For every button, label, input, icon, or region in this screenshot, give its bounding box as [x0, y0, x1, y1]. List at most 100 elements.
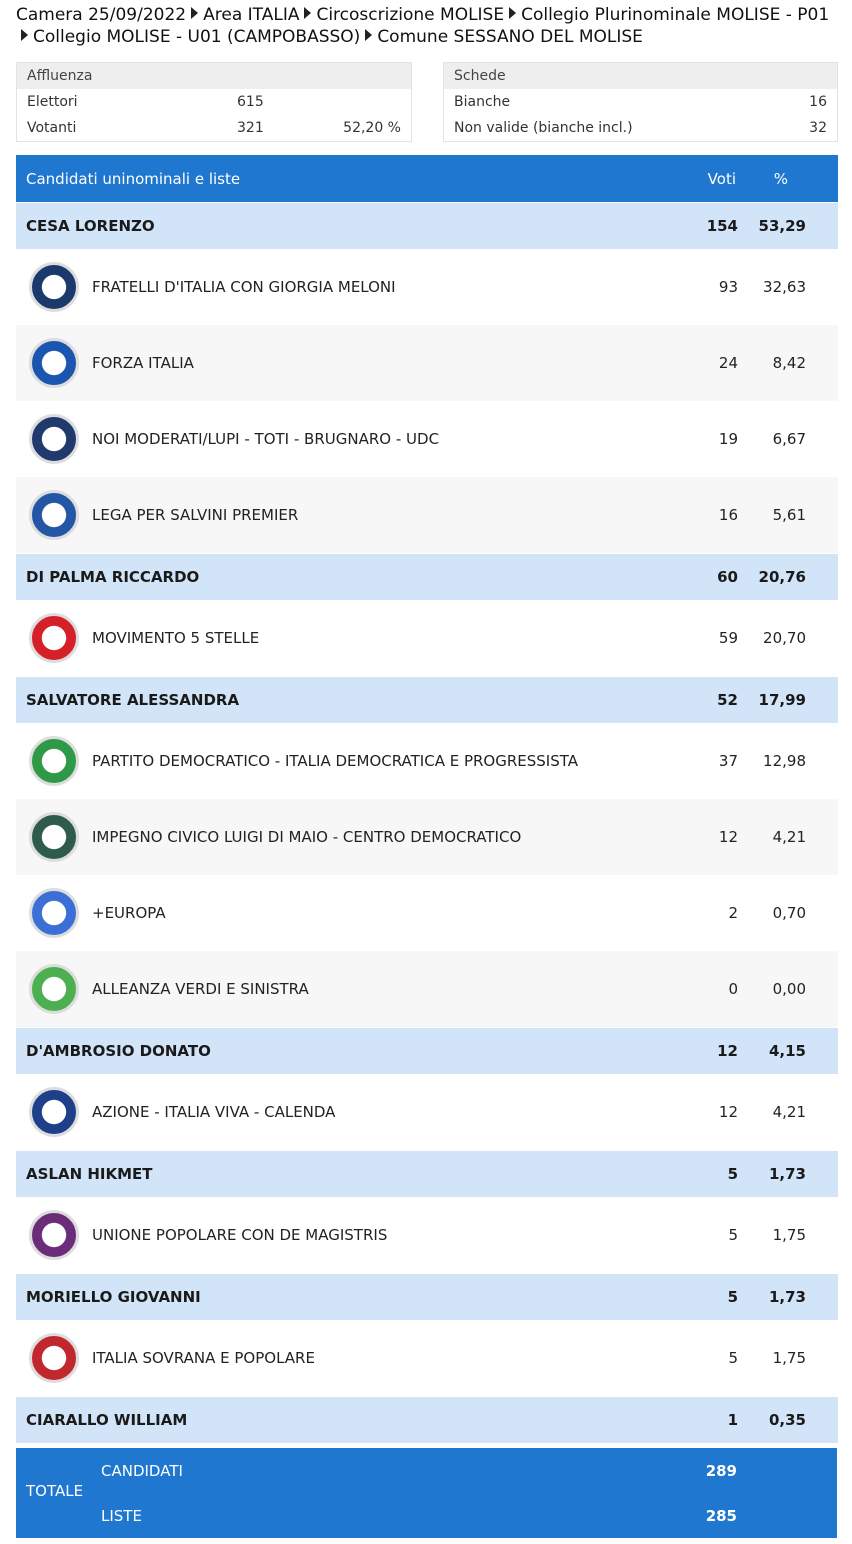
list-pct: 1,75 — [772, 1226, 806, 1244]
list-row: LEGA PER SALVINI PREMIER 16 5,61 — [16, 477, 838, 553]
list-votes: 16 — [718, 506, 738, 524]
header-pct: % — [773, 169, 788, 188]
list-votes: 5 — [728, 1226, 738, 1244]
breadcrumb-separator — [191, 7, 199, 19]
list-logo — [29, 338, 79, 388]
schede-box: Schede Bianche 16 Non valide (bianche incl.… — [443, 62, 838, 142]
box-label: Non valide (bianche incl.) — [454, 120, 633, 136]
list-name: NOI MODERATI/LUPI - TOTI - BRUGNARO - UD… — [92, 430, 440, 448]
list-row: ITALIA SOVRANA E POPOLARE 5 1,75 — [16, 1320, 838, 1396]
list-pct: 1,75 — [772, 1349, 806, 1367]
breadcrumb-separator — [365, 29, 373, 41]
table-header: Candidati uninominali e liste Voti% — [16, 155, 838, 202]
header-votes: Voti — [707, 169, 736, 188]
list-logo — [29, 262, 79, 312]
list-logo — [29, 490, 79, 540]
box-row: Votanti 321 52,20 % — [17, 115, 411, 141]
list-logo — [29, 414, 79, 464]
candidate-votes: 5 — [727, 1165, 738, 1183]
candidate-row: CESA LORENZO 154 53,29 — [16, 203, 838, 249]
box-value: 32 — [809, 120, 827, 136]
breadcrumb-separator — [304, 7, 312, 19]
candidate-votes: 5 — [727, 1288, 738, 1306]
candidate-pct: 20,76 — [758, 568, 806, 586]
candidate-row: MORIELLO GIOVANNI 5 1,73 — [16, 1274, 838, 1320]
list-votes: 59 — [718, 629, 738, 647]
list-row: IMPEGNO CIVICO LUIGI DI MAIO - CENTRO DE… — [16, 799, 838, 875]
list-logo — [29, 888, 79, 938]
breadcrumb: Camera 25/09/2022 Area ITALIA Circoscrizio… — [16, 4, 836, 48]
candidate-pct: 1,73 — [768, 1165, 806, 1183]
breadcrumb-item: Area ITALIA — [203, 5, 300, 25]
total-label: TOTALE — [26, 1482, 84, 1500]
results-table: Candidati uninominali e liste Voti% CESA L… — [16, 155, 838, 1519]
candidate-pct: 4,15 — [768, 1042, 806, 1060]
total-value: 285 — [705, 1507, 737, 1525]
breadcrumb-item: Comune SESSANO DEL MOLISE — [377, 27, 643, 47]
totals: TOTALE CANDIDATI 289 LISTE 285 — [16, 1448, 837, 1538]
list-row: +EUROPA 2 0,70 — [16, 875, 838, 951]
candidate-row: D'AMBROSIO DONATO 12 4,15 — [16, 1028, 838, 1074]
list-name: IMPEGNO CIVICO LUIGI DI MAIO - CENTRO DE… — [92, 828, 522, 846]
candidate-name: SALVATORE ALESSANDRA — [26, 691, 240, 709]
list-row: NOI MODERATI/LUPI - TOTI - BRUGNARO - UD… — [16, 401, 838, 477]
box-row: Non valide (bianche incl.) 32 — [444, 115, 837, 141]
list-pct: 4,21 — [772, 828, 806, 846]
candidate-row: ASLAN HIKMET 5 1,73 — [16, 1151, 838, 1197]
box-value: 321 — [237, 120, 264, 136]
breadcrumb-item: Collegio Plurinominale MOLISE - P01 — [521, 5, 830, 25]
list-pct: 4,21 — [772, 1103, 806, 1121]
candidate-votes: 12 — [717, 1042, 738, 1060]
list-pct: 6,67 — [772, 430, 806, 448]
candidate-votes: 52 — [717, 691, 738, 709]
list-row: UNIONE POPOLARE CON DE MAGISTRIS 5 1,75 — [16, 1197, 838, 1273]
candidate-name: CIARALLO WILLIAM — [26, 1411, 188, 1429]
list-row: FRATELLI D'ITALIA CON GIORGIA MELONI 93 32… — [16, 249, 838, 325]
list-logo — [29, 1210, 79, 1260]
list-name: AZIONE - ITALIA VIVA - CALENDA — [92, 1103, 336, 1121]
list-pct: 12,98 — [763, 752, 806, 770]
list-votes: 12 — [718, 828, 738, 846]
box-label: Bianche — [454, 94, 511, 110]
candidate-name: MORIELLO GIOVANNI — [26, 1288, 201, 1306]
list-name: FRATELLI D'ITALIA CON GIORGIA MELONI — [92, 278, 396, 296]
candidate-pct: 1,73 — [768, 1288, 806, 1306]
total-value: 289 — [705, 1462, 737, 1480]
list-name: FORZA ITALIA — [92, 354, 194, 372]
box-title: Affluenza — [17, 63, 411, 89]
total-name: LISTE — [101, 1507, 142, 1525]
header-label: Candidati uninominali e liste — [26, 169, 241, 188]
list-votes: 19 — [718, 430, 738, 448]
list-name: ITALIA SOVRANA E POPOLARE — [92, 1349, 315, 1367]
list-votes: 2 — [728, 904, 738, 922]
candidate-row: DI PALMA RICCARDO 60 20,76 — [16, 554, 838, 600]
candidate-name: DI PALMA RICCARDO — [26, 568, 200, 586]
total-row: CANDIDATI 289 — [101, 1462, 737, 1484]
list-logo — [29, 1087, 79, 1137]
list-votes: 0 — [728, 980, 738, 998]
list-votes: 93 — [718, 278, 738, 296]
candidate-pct: 17,99 — [758, 691, 806, 709]
list-row: PARTITO DEMOCRATICO - ITALIA DEMOCRATICA… — [16, 723, 838, 799]
list-name: +EUROPA — [92, 904, 166, 922]
affluenza-box: Affluenza Elettori 615 Votanti 321 52,20 % — [16, 62, 412, 142]
list-name: LEGA PER SALVINI PREMIER — [92, 506, 299, 524]
breadcrumb-item: Circoscrizione MOLISE — [316, 5, 505, 25]
candidate-votes: 154 — [706, 217, 738, 235]
breadcrumb-item: Collegio MOLISE - U01 (CAMPOBASSO) — [33, 27, 361, 47]
candidate-row: CIARALLO WILLIAM 1 0,35 — [16, 1397, 838, 1443]
box-row: Elettori 615 — [17, 89, 411, 115]
box-value: 52,20 % — [343, 120, 401, 136]
breadcrumb-item: Camera 25/09/2022 — [16, 5, 187, 25]
candidate-name: D'AMBROSIO DONATO — [26, 1042, 211, 1060]
candidate-votes: 60 — [717, 568, 738, 586]
list-logo — [29, 736, 79, 786]
box-value: 16 — [809, 94, 827, 110]
breadcrumb-separator — [509, 7, 517, 19]
box-row: Bianche 16 — [444, 89, 837, 115]
box-label: Votanti — [27, 120, 77, 136]
list-pct: 20,70 — [763, 629, 806, 647]
list-row: MOVIMENTO 5 STELLE 59 20,70 — [16, 600, 838, 676]
candidate-pct: 0,35 — [768, 1411, 806, 1429]
